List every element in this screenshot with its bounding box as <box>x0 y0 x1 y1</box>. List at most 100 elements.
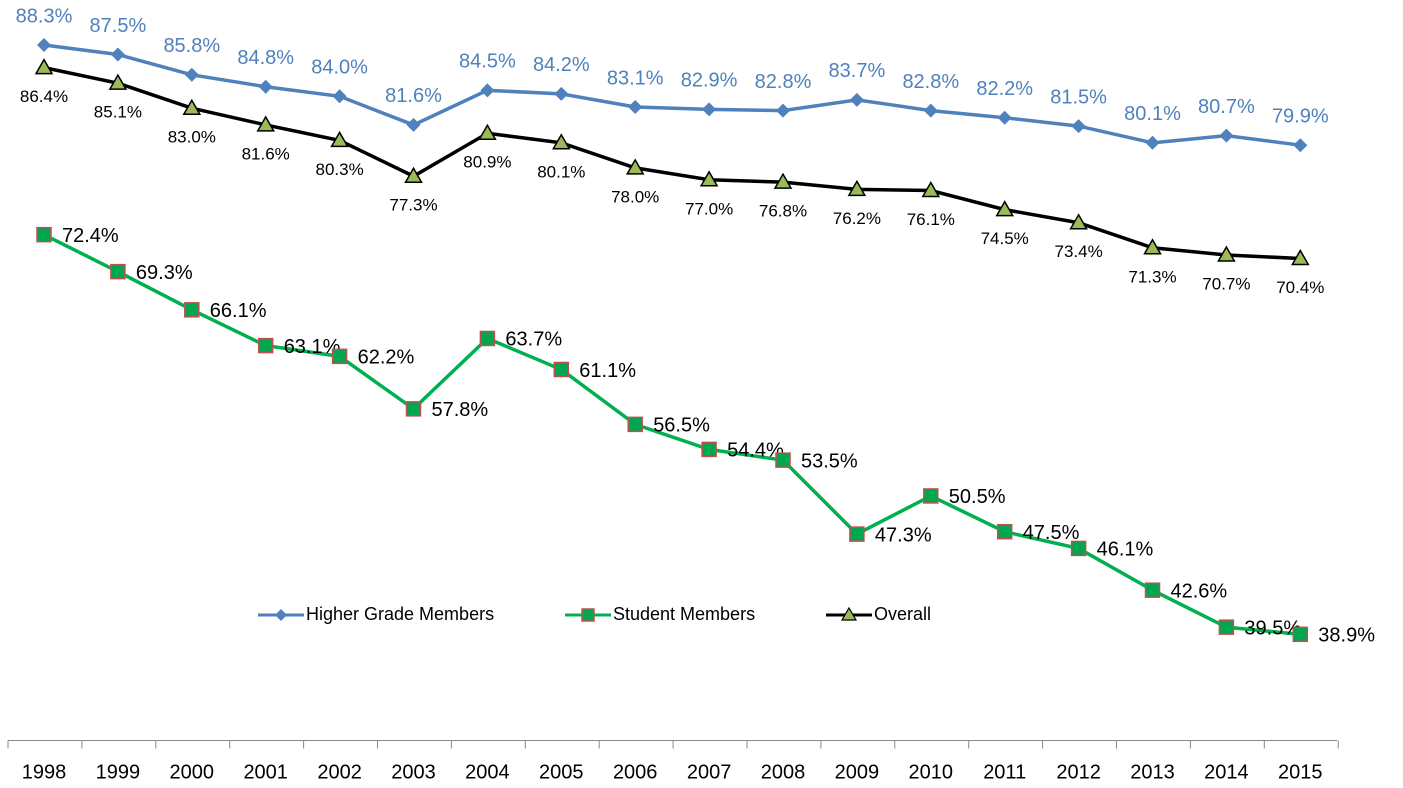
data-label: 70.7% <box>1202 274 1250 293</box>
legend-label: Student Members <box>613 604 755 624</box>
data-label: 77.0% <box>685 199 733 218</box>
marker <box>628 100 643 115</box>
data-label: 84.0% <box>311 57 368 79</box>
x-tick-label: 2000 <box>170 761 215 783</box>
data-label: 63.7% <box>505 329 562 351</box>
data-label: 74.5% <box>981 229 1029 248</box>
marker <box>849 526 865 542</box>
data-label: 78.0% <box>611 187 659 206</box>
series-line <box>43 43 1301 147</box>
marker <box>331 348 348 365</box>
marker <box>406 117 421 132</box>
marker <box>478 123 497 141</box>
marker <box>775 452 791 468</box>
data-label: 61.1% <box>579 360 636 382</box>
data-label: 84.5% <box>459 51 516 73</box>
x-tick-label: 1998 <box>22 761 67 783</box>
data-label: 87.5% <box>90 15 147 37</box>
marker <box>182 98 202 115</box>
data-label: 47.3% <box>875 524 932 546</box>
marker <box>1070 540 1087 557</box>
series-line <box>43 65 1301 261</box>
data-label: 57.8% <box>432 399 489 421</box>
x-tick-label: 2011 <box>983 761 1026 783</box>
marker <box>997 110 1012 125</box>
data-label: 70.4% <box>1276 278 1324 297</box>
marker <box>1291 249 1310 266</box>
x-tick-label: 2004 <box>465 761 510 783</box>
marker <box>702 102 717 117</box>
marker <box>258 79 273 94</box>
data-label: 83.0% <box>168 128 216 147</box>
marker <box>108 73 128 90</box>
marker <box>923 103 938 118</box>
data-label: 54.4% <box>727 440 784 462</box>
data-label: 80.7% <box>1198 96 1255 118</box>
marker <box>36 226 52 243</box>
data-label: 76.2% <box>833 209 881 228</box>
legend-label: Overall <box>874 604 931 624</box>
data-label: 80.1% <box>537 162 585 181</box>
data-label: 47.5% <box>1023 522 1080 544</box>
marker <box>1219 128 1234 143</box>
data-label: 82.8% <box>902 71 959 93</box>
data-label: 38.9% <box>1318 625 1375 647</box>
data-label: 76.8% <box>759 202 807 221</box>
data-label: 39.5% <box>1244 617 1301 639</box>
data-label: 72.4% <box>62 225 119 247</box>
data-label: 71.3% <box>1128 267 1176 286</box>
data-label: 56.5% <box>653 415 710 437</box>
data-label: 81.6% <box>385 85 442 107</box>
marker <box>184 67 199 82</box>
data-label: 46.1% <box>1097 539 1154 561</box>
series-line <box>43 233 1301 637</box>
marker <box>332 89 347 104</box>
data-label: 83.1% <box>607 67 664 89</box>
data-label: 77.3% <box>389 196 437 215</box>
data-label: 80.9% <box>463 153 511 172</box>
marker <box>776 103 790 118</box>
x-tick-label: 2005 <box>539 761 584 783</box>
marker <box>34 58 54 75</box>
data-label: 84.2% <box>533 54 590 76</box>
data-label: 84.8% <box>237 47 294 69</box>
data-label: 85.8% <box>163 35 220 57</box>
data-label: 85.1% <box>94 103 142 122</box>
marker <box>257 337 274 354</box>
data-label: 80.3% <box>315 160 363 179</box>
data-label: 50.5% <box>949 486 1006 508</box>
marker <box>847 179 867 197</box>
data-label: 82.9% <box>681 70 738 92</box>
x-tick-label: 2009 <box>835 761 880 783</box>
marker <box>404 166 423 183</box>
data-label: 88.3% <box>16 5 73 27</box>
marker <box>1292 626 1309 643</box>
x-tick-label: 2002 <box>317 761 362 783</box>
data-label: 86.4% <box>20 87 68 106</box>
marker <box>405 401 422 417</box>
data-label: 81.5% <box>1050 86 1107 108</box>
marker <box>256 115 275 132</box>
legend-marker <box>581 608 595 622</box>
x-tick-label: 2008 <box>761 761 806 783</box>
marker <box>923 488 939 504</box>
marker <box>37 37 51 52</box>
data-label: 82.8% <box>755 71 812 93</box>
marker <box>1218 619 1235 635</box>
marker <box>553 361 570 378</box>
marker <box>1071 119 1086 134</box>
x-tick-label: 2003 <box>391 761 436 783</box>
x-tick-label: 2012 <box>1056 761 1101 783</box>
x-tick-label: 2014 <box>1204 761 1249 783</box>
data-label: 76.1% <box>907 210 955 229</box>
marker <box>552 133 571 150</box>
marker <box>480 83 495 98</box>
marker <box>699 170 719 187</box>
data-label: 81.6% <box>242 144 290 163</box>
x-tick-label: 1999 <box>96 761 141 783</box>
marker <box>1293 138 1308 153</box>
marker <box>554 86 569 101</box>
marker <box>996 523 1013 540</box>
marker <box>1143 238 1162 255</box>
